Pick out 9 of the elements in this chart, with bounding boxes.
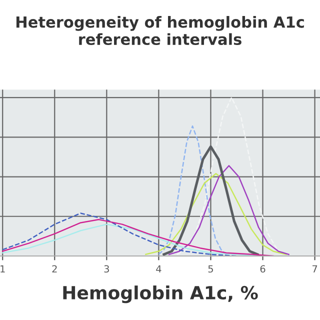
x-tick-label: 2 bbox=[52, 265, 57, 272]
x-tick-label: 6 bbox=[260, 265, 266, 273]
x-tick-label: 1 bbox=[0, 265, 5, 272]
x-tick-label: 4 bbox=[156, 265, 162, 272]
x-tick-label: 5 bbox=[208, 265, 213, 273]
chart-title: Heterogeneity of hemoglobin A1c reference intervals bbox=[16, 16, 304, 46]
x-tick-label: 7 bbox=[312, 265, 318, 272]
x-tick-label: 3 bbox=[104, 265, 109, 273]
x-axis-title: Hemoglobin A1c, % bbox=[63, 286, 258, 304]
